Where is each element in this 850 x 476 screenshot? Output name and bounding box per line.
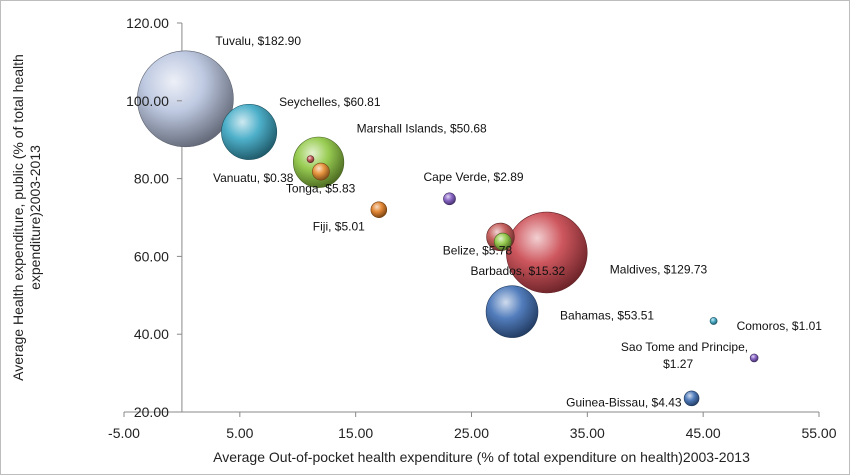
bubble-label: Cape Verde, $2.89 — [423, 170, 523, 184]
bubble-label: Tonga, $5.83 — [286, 182, 356, 196]
x-tick-label: 55.00 — [801, 425, 836, 441]
y-tick-label: 80.00 — [134, 171, 169, 187]
bubble-point — [485, 285, 539, 338]
bubble-label: Seychelles, $60.81 — [279, 95, 381, 109]
bubble-label: Maldives, $129.73 — [610, 263, 708, 277]
bubble-label: Sao Tome and Principe, $1.27 — [621, 340, 748, 371]
x-axis-title: Average Out-of-pocket health expenditure… — [213, 449, 750, 465]
x-tick-label: -5.00 — [108, 425, 140, 441]
y-tick-label: 120.00 — [126, 15, 169, 31]
y-tick-label: 20.00 — [134, 404, 169, 420]
y-tick-label: 60.00 — [134, 248, 169, 264]
bubble-label: Guinea-Bissau, $4.43 — [566, 395, 682, 409]
x-tick-label: 35.00 — [570, 425, 605, 441]
bubble-point — [683, 390, 700, 407]
bubble-point — [709, 317, 718, 325]
bubble-point — [306, 155, 315, 163]
bubble-point — [443, 192, 456, 206]
x-tick-label: 5.00 — [226, 425, 253, 441]
bubble-label: Fiji, $5.01 — [313, 220, 365, 234]
bubble-label: Comoros, $1.01 — [737, 319, 823, 333]
bubble-label: Barbados, $15.32 — [470, 264, 565, 278]
bubble-label: Belize, $5.78 — [443, 244, 513, 258]
bubble-point — [493, 232, 512, 251]
bubble-point — [293, 136, 345, 188]
x-tick-label: 25.00 — [454, 425, 489, 441]
bubble-point — [221, 103, 278, 160]
bubble-point — [749, 353, 759, 363]
y-axis-title: Average Health expenditure, public (% of… — [10, 54, 43, 381]
y-tick-label: 100.00 — [126, 93, 169, 109]
y-tick-label: 40.00 — [134, 326, 169, 342]
bubble-point — [370, 201, 388, 218]
bubble-label: Tuvalu, $182.90 — [215, 34, 301, 48]
x-tick-label: 45.00 — [686, 425, 721, 441]
bubble-point — [506, 211, 588, 294]
bubble-label: Marshall Islands, $50.68 — [357, 121, 487, 135]
bubble-point — [137, 50, 234, 148]
bubble-point — [312, 162, 330, 181]
x-tick-label: 15.00 — [338, 425, 373, 441]
bubble-label: Bahamas, $53.51 — [560, 309, 654, 323]
bubble-label: Vanuatu, $0.38 — [213, 171, 294, 185]
